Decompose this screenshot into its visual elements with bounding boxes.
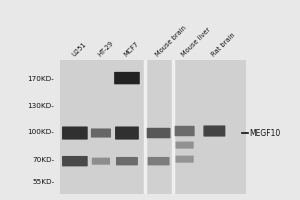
FancyBboxPatch shape [91,128,111,138]
Text: 170KD-: 170KD- [28,76,54,82]
FancyBboxPatch shape [148,157,169,165]
Text: MEGF10: MEGF10 [250,129,281,138]
FancyBboxPatch shape [62,126,88,140]
FancyBboxPatch shape [203,125,225,137]
FancyBboxPatch shape [116,157,138,165]
FancyBboxPatch shape [115,126,139,140]
FancyBboxPatch shape [62,156,88,166]
Text: U251: U251 [70,41,87,57]
Text: 100KD-: 100KD- [28,129,54,135]
Text: 70KD-: 70KD- [32,157,54,163]
Text: Mouse brain: Mouse brain [154,24,188,57]
Text: Mouse liver: Mouse liver [180,26,211,57]
FancyBboxPatch shape [147,128,170,138]
FancyBboxPatch shape [176,142,194,149]
FancyBboxPatch shape [176,156,194,163]
FancyBboxPatch shape [92,158,110,165]
FancyBboxPatch shape [175,126,195,136]
FancyBboxPatch shape [114,72,140,84]
Text: 130KD-: 130KD- [28,103,54,109]
Text: Rat brain: Rat brain [210,31,236,57]
Text: MCF7: MCF7 [123,40,140,57]
Text: 55KD-: 55KD- [32,179,54,185]
Text: HT-29: HT-29 [97,40,114,57]
